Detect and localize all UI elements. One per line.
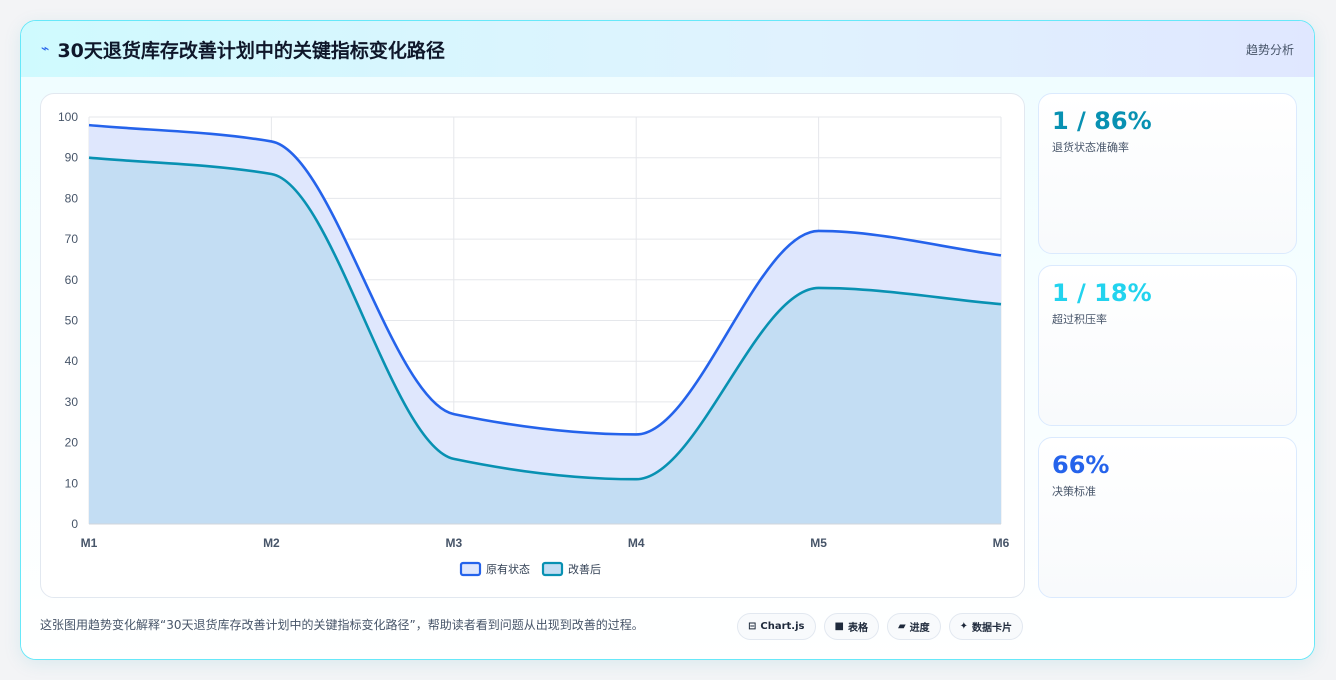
x-tick-label: M2 (263, 536, 280, 550)
trend-analysis-tag: 趋势分析 (1245, 42, 1294, 57)
legend-label-1: 原有状态 (486, 562, 530, 576)
x-tick-label: M4 (628, 536, 645, 550)
pill-label: 数据卡片 (972, 623, 1013, 634)
series-line-1 (88, 123, 1002, 436)
y-tick-label: 40 (65, 354, 79, 368)
kpi-value: 66% (1052, 451, 1110, 479)
card-header: ⌁ 30天退货库存改善计划中的关键指标变化路径 趋势分析 (21, 21, 1314, 77)
pill-label: 进度 (909, 623, 930, 634)
series-area-2 (89, 157, 1001, 524)
title-group: ⌁ 30天退货库存改善计划中的关键指标变化路径 (41, 36, 445, 63)
y-tick-label: 20 (65, 436, 79, 450)
pill-chartjs[interactable]: ⊟ Chart.js (737, 613, 816, 640)
kpi-card-decision: 66% 决策标准 (1038, 437, 1297, 598)
kpi-value: 1 / 86% (1052, 107, 1152, 135)
pill-label: Chart.js (760, 621, 805, 632)
x-tick-label: M6 (993, 536, 1010, 550)
y-tick-label: 100 (58, 110, 78, 124)
sparkle-icon: ✦ (959, 621, 969, 632)
table-icon: ⊟ (748, 621, 757, 632)
y-tick-label: 90 (65, 151, 79, 165)
pill-data-card[interactable]: ✦ 数据卡片 (948, 613, 1024, 640)
kpi-card-accuracy: 1 / 86% 退货状态准确率 (1038, 93, 1297, 254)
y-tick-label: 10 (65, 476, 79, 490)
chart-panel: 0 10 20 30 40 50 60 70 80 90 100 M1 M2 M3 M4 M5 M6 原有状态 改善… (40, 93, 1025, 598)
page-title: 30天退货库存改善计划中的关键指标变化路径 (57, 39, 445, 62)
x-tick-label: M5 (810, 536, 827, 550)
area-chart: 0 10 20 30 40 50 60 70 80 90 100 M1 M2 M3 M4 M5 M6 原有状态 改善… (58, 110, 1010, 577)
y-tick-label: 80 (65, 191, 79, 205)
kpi-label: 超过积压率 (1052, 313, 1107, 326)
y-tick-label: 30 (65, 395, 79, 409)
legend-label-2: 改善后 (568, 562, 601, 576)
legend-swatch-2 (541, 561, 564, 577)
pill-table[interactable]: ■ 表格 (823, 613, 879, 640)
x-tick-label: M3 (445, 536, 462, 550)
bolt-icon: ⌁ (41, 41, 50, 57)
series-line-2 (88, 156, 1002, 481)
y-tick-label: 70 (65, 232, 79, 246)
legend-swatch-1 (459, 561, 482, 577)
kpi-label: 决策标准 (1052, 485, 1096, 498)
y-tick-label: 50 (65, 314, 79, 328)
kpi-label: 退货状态准确率 (1052, 141, 1129, 154)
tag-pills: ⊟ Chart.js ■ 表格 ▰ 进度 ✦ 数据卡片 (737, 613, 1024, 640)
pill-progress[interactable]: ▰ 进度 (886, 613, 941, 640)
x-tick-label: M1 (81, 536, 98, 550)
y-tick-label: 0 (71, 517, 78, 531)
progress-icon: ▰ (897, 621, 906, 632)
y-tick-label: 60 (65, 273, 79, 287)
kpi-card-backlog: 1 / 18% 超过积压率 (1038, 265, 1297, 426)
kpi-value: 1 / 18% (1052, 279, 1152, 307)
pill-label: 表格 (847, 623, 868, 634)
chart-description: 这张图用趋势变化解释“30天退货库存改善计划中的关键指标变化路径”，帮助读者看到… (40, 618, 644, 632)
square-icon: ■ (834, 621, 844, 632)
dashboard-card: ⌁ 30天退货库存改善计划中的关键指标变化路径 趋势分析 0 10 20 30 40 50… (20, 20, 1315, 660)
